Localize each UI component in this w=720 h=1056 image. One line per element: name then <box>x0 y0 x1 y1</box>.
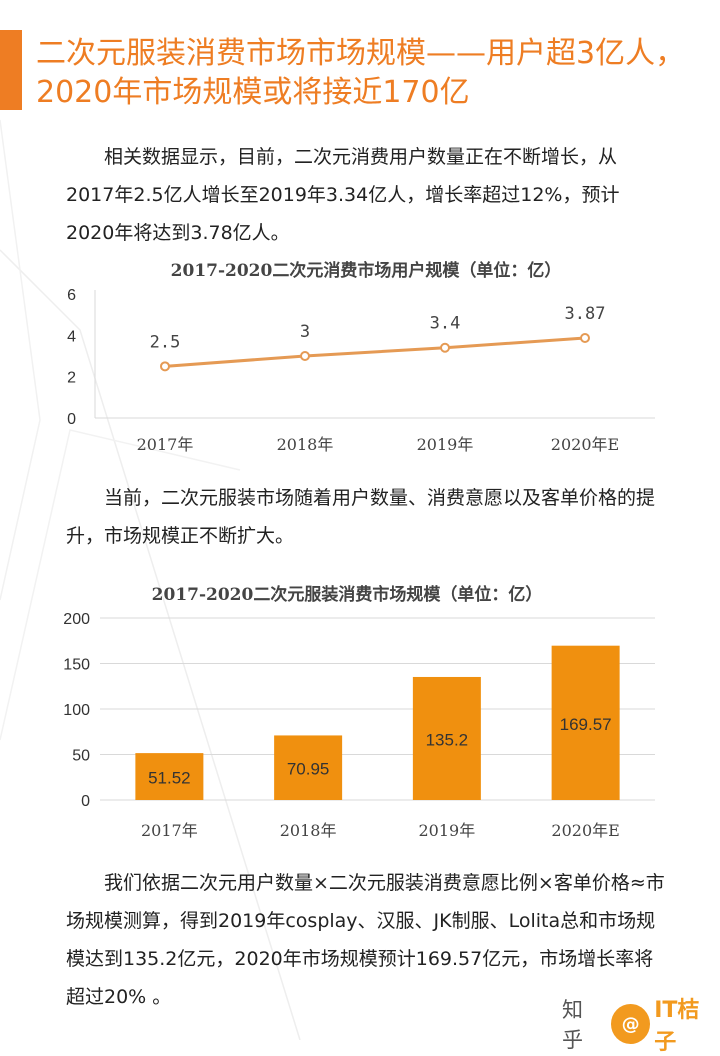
y-tick-label: 50 <box>72 748 90 765</box>
y-tick-label: 4 <box>67 328 76 345</box>
data-point <box>160 361 170 372</box>
watermark-brand: 知乎 <box>562 998 583 1052</box>
paragraph-user-growth: 相关数据显示，目前，二次元消费用户数量正在不断增长，从2017年2.5亿人增长至… <box>66 146 620 244</box>
paragraph-market-expansion: 当前，二次元服装市场随着用户数量、消费意愿以及客单价格的提升，市场规模正不断扩大… <box>66 487 656 547</box>
data-point <box>440 342 450 353</box>
data-label: 3 <box>300 322 310 342</box>
y-tick-label: 6 <box>67 287 76 304</box>
y-tick-label: 150 <box>63 657 90 674</box>
data-label: 3.87 <box>565 304 606 324</box>
bar <box>135 753 204 800</box>
market-scale-bar-chart: 2017-2020二次元服装消费市场规模（单位：亿） 050100150200 … <box>63 584 655 840</box>
bar <box>551 645 620 800</box>
y-tick-label: 200 <box>63 611 90 628</box>
bar <box>274 735 343 800</box>
data-point <box>580 333 590 344</box>
y-tick-label: 0 <box>67 411 76 428</box>
data-label: 169.57 <box>560 715 612 734</box>
data-label: 51.52 <box>148 769 191 788</box>
watermark-logo-icon: @ <box>611 1004 651 1044</box>
chart-title: 2017-2020二次元消费市场用户规模（单位：亿） <box>171 260 562 281</box>
x-category-label: 2017年 <box>141 821 198 840</box>
x-category-label: 2020年E <box>551 821 619 840</box>
x-category-label: 2019年 <box>417 435 474 454</box>
data-point <box>300 351 310 361</box>
x-category-label: 2018年 <box>280 821 337 840</box>
data-label: 2.5 <box>150 332 181 352</box>
user-scale-line-chart: 2017-2020二次元消费市场用户规模（单位：亿） 0 2 4 6 2.5 3 3.4 3… <box>67 260 655 454</box>
x-category-label: 2019年 <box>419 821 476 840</box>
watermark: 知乎 @ IT桔子 <box>562 992 720 1056</box>
data-label: 70.95 <box>287 760 330 779</box>
data-label: 3.4 <box>430 314 461 334</box>
x-category-label: 2018年 <box>277 435 334 454</box>
bar <box>412 676 481 800</box>
y-tick-label: 0 <box>81 793 90 810</box>
x-category-label: 2020年E <box>551 435 619 454</box>
page-title: 二次元服装消费市场市场规模——用户超3亿人，2020年市场规模或将接近170亿 <box>36 36 686 110</box>
y-tick-label: 2 <box>67 370 76 387</box>
series-line <box>164 336 586 368</box>
y-tick-label: 100 <box>63 702 90 719</box>
x-category-label: 2017年 <box>137 435 194 454</box>
title-accent-bar <box>0 30 22 110</box>
paragraph-market-estimate: 我们依据二次元用户数量×二次元服装消费意愿比例×客单价格≈市场规模测算，得到20… <box>66 872 665 1008</box>
data-label: 135.2 <box>426 730 469 749</box>
chart-title: 2017-2020二次元服装消费市场规模（单位：亿） <box>152 584 543 605</box>
watermark-author: IT桔子 <box>654 998 700 1055</box>
